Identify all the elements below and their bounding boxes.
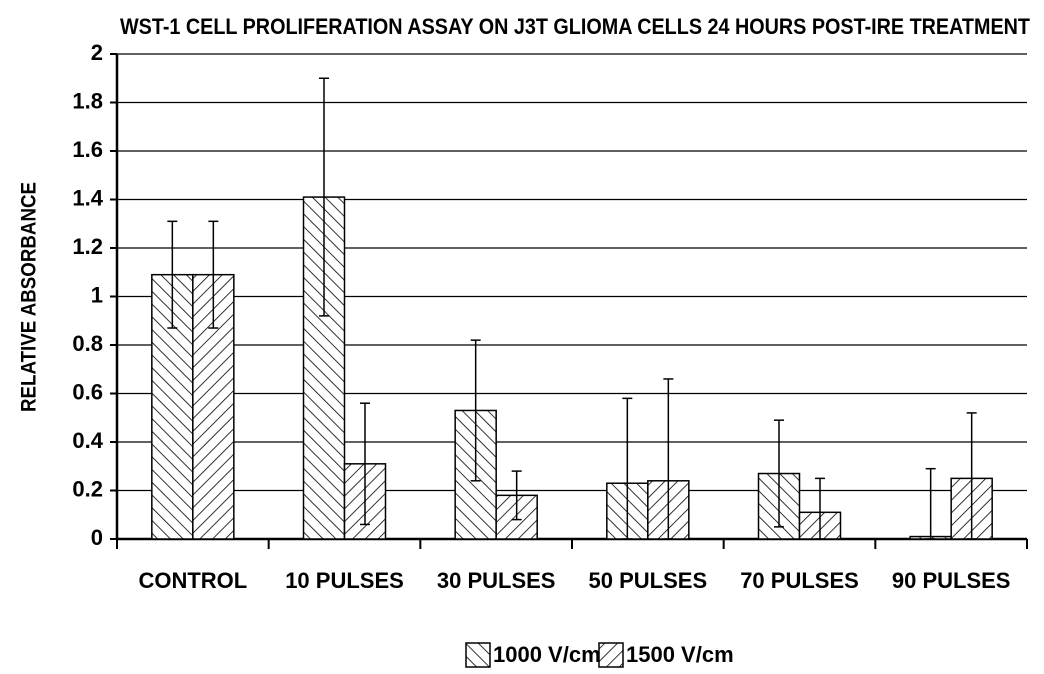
y-tick-label: 1.6 — [72, 137, 103, 162]
x-tick-label: 70 PULSES — [740, 568, 859, 593]
y-tick-label: 1.8 — [72, 88, 103, 113]
y-tick-label: 0 — [91, 525, 103, 550]
x-tick-label: 10 PULSES — [285, 568, 404, 593]
legend-label: 1500 V/cm — [626, 642, 734, 667]
y-tick-label: 1.4 — [72, 185, 103, 210]
x-tick-label: CONTROL — [138, 568, 247, 593]
x-tick-label: 50 PULSES — [589, 568, 708, 593]
y-tick-label: 0.2 — [72, 476, 103, 501]
x-tick-label: 30 PULSES — [437, 568, 556, 593]
y-tick-label: 0.8 — [72, 331, 103, 356]
chart-title: WST-1 CELL PROLIFERATION ASSAY ON J3T GL… — [120, 14, 1030, 39]
legend-swatch — [465, 642, 491, 668]
x-tick-label: 90 PULSES — [892, 568, 1011, 593]
y-axis-label: RELATIVE ABSORBANCE — [18, 182, 41, 412]
legend-label: 1000 V/cm — [493, 642, 601, 667]
y-tick-label: 0.6 — [72, 379, 103, 404]
y-tick-label: 1.2 — [72, 234, 103, 259]
y-tick-label: 1 — [91, 282, 103, 307]
y-tick-label: 0.4 — [72, 428, 103, 453]
y-tick-label: 2 — [91, 40, 103, 65]
legend-swatch — [598, 642, 624, 668]
